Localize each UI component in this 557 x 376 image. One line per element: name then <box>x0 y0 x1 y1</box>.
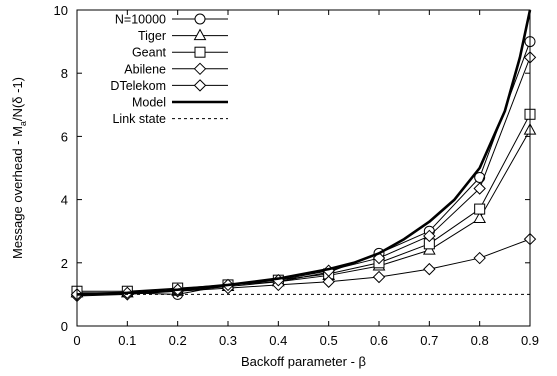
y-axis-label-subscript: a <box>18 121 28 126</box>
series-line <box>77 114 531 292</box>
y-tick-label: 2 <box>61 256 68 271</box>
x-tick-label: 0.7 <box>420 333 438 348</box>
x-tick-label: 0 <box>73 333 80 348</box>
series-line <box>76 57 531 295</box>
y-tick-label: 8 <box>61 66 68 81</box>
y-tick-label: 0 <box>61 319 68 334</box>
legend-label: Model <box>132 96 166 110</box>
x-axis-label: Backoff parameter - β <box>241 354 366 369</box>
x-tick-label: 0.9 <box>521 333 539 348</box>
data-point-square <box>194 46 206 58</box>
data-point-diamond <box>423 262 436 276</box>
x-tick-label: 0.4 <box>269 333 287 348</box>
legend-label: N=10000 <box>115 13 166 27</box>
data-point-diamond <box>193 79 207 92</box>
y-axis-label-tail: /N(δ -1) <box>10 77 25 121</box>
series-tiger <box>70 123 537 298</box>
y-axis-label-main: Message overhead - M <box>10 126 25 259</box>
x-tick-label: 0.2 <box>169 333 187 348</box>
x-tick-label: 0.5 <box>320 333 338 348</box>
legend-label: Tiger <box>138 29 166 43</box>
data-point-diamond <box>322 275 335 288</box>
series-line <box>76 9 532 296</box>
data-point-diamond <box>423 229 436 243</box>
plot-series <box>70 9 537 303</box>
plot-frame <box>76 9 531 327</box>
y-tick-label: 6 <box>61 129 68 144</box>
data-point-triangle <box>473 211 487 224</box>
axis-ticks: 0 0.1 0.2 0.3 0.4 0.5 0.6 0.7 0.8 0.9 0 2 4 6 8 10 <box>54 3 540 348</box>
x-tick-label: 0.1 <box>118 333 136 348</box>
x-tick-label: 0.6 <box>370 333 388 348</box>
legend-label: Abilene <box>124 62 166 76</box>
legend: N=10000 Tiger Geant Abilene DTelekom Model Lin… <box>110 13 228 126</box>
series-line <box>77 129 531 294</box>
x-tick-label: 0.8 <box>471 333 489 348</box>
data-point-square <box>474 203 486 215</box>
data-point-diamond <box>473 251 486 265</box>
data-point-diamond <box>193 62 207 76</box>
series-line <box>76 238 531 297</box>
data-point-circle <box>194 13 206 25</box>
y-axis-label: Message overhead - Ma/N(δ -1) <box>10 77 28 259</box>
y-tick-label: 10 <box>54 3 68 18</box>
legend-label: Geant <box>132 46 167 60</box>
y-tick-label: 4 <box>61 193 68 208</box>
x-tick-label: 0.3 <box>219 333 237 348</box>
series-model <box>76 9 532 296</box>
data-point-diamond <box>473 182 486 195</box>
data-point-triangle <box>193 28 207 41</box>
legend-label: Link state <box>112 112 166 126</box>
data-point-diamond <box>372 270 386 284</box>
legend-label: DTelekom <box>110 79 166 93</box>
series-geant <box>71 108 536 297</box>
